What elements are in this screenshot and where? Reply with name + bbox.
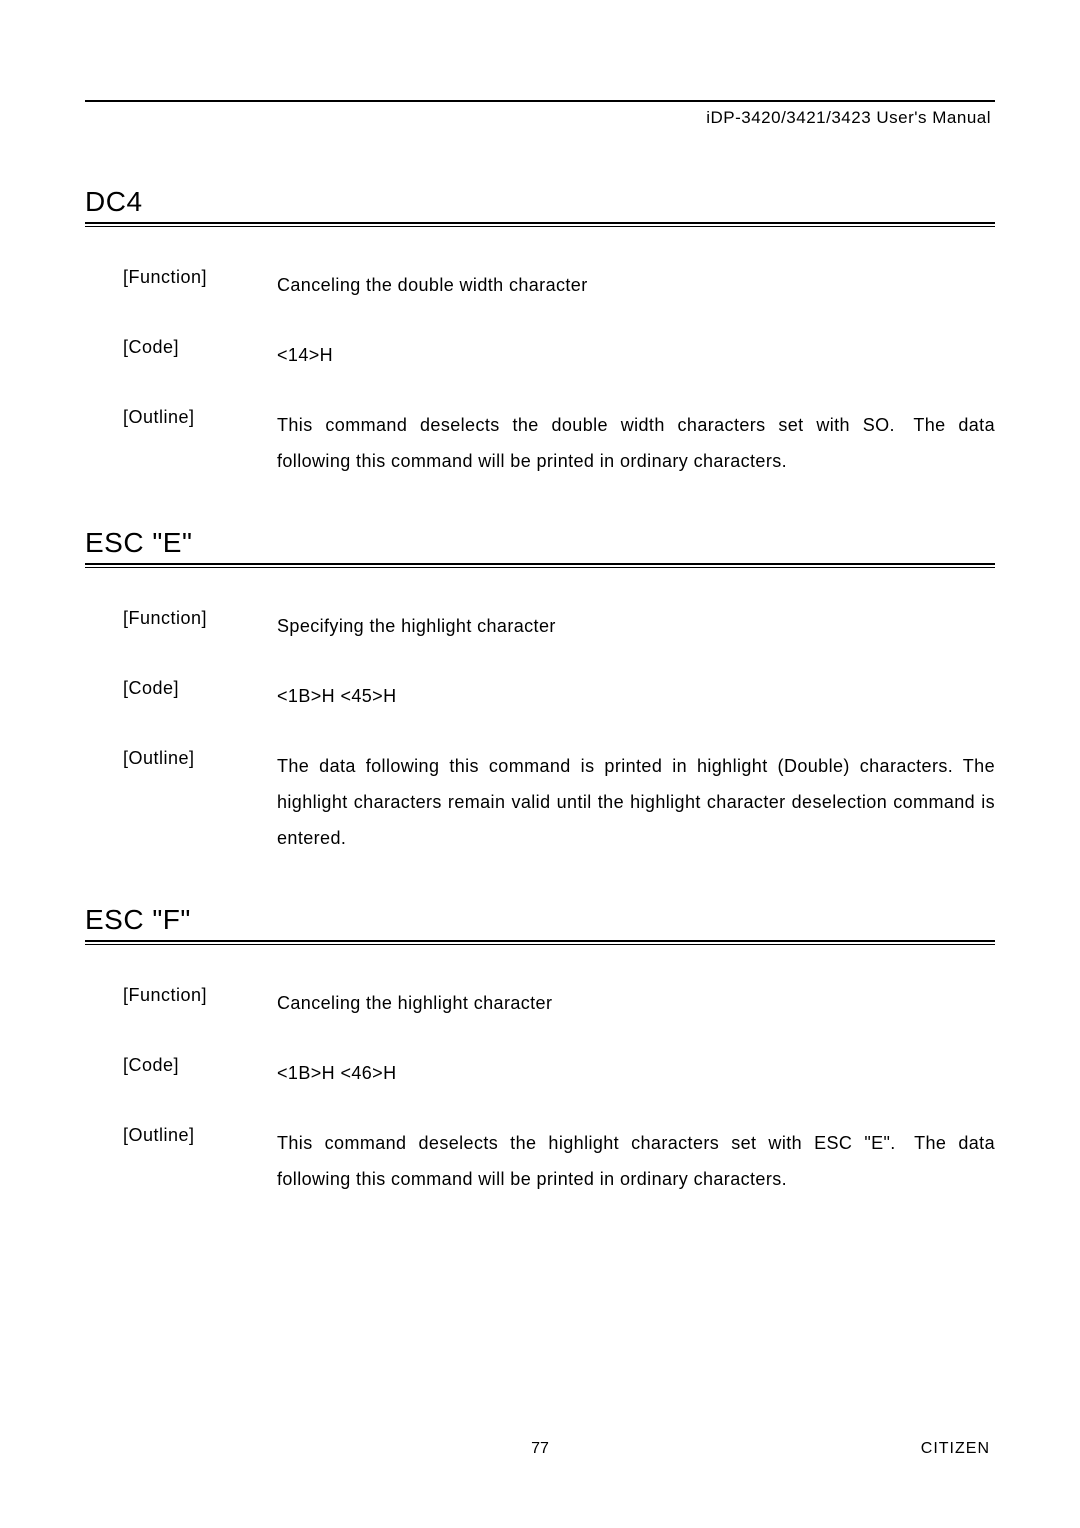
- label-code: [Code]: [123, 337, 277, 373]
- value-code: <1B>H <46>H: [277, 1055, 995, 1091]
- row-function: [Function] Canceling the highlight chara…: [85, 985, 995, 1021]
- value-outline: This command deselects the double width …: [277, 407, 995, 479]
- title-rule-thin: [85, 944, 995, 945]
- title-rule-thin: [85, 226, 995, 227]
- page-container: iDP-3420/3421/3423 User's Manual DC4 [Fu…: [0, 0, 1080, 1197]
- label-outline: [Outline]: [123, 1125, 277, 1197]
- row-function: [Function] Specifying the highlight char…: [85, 608, 995, 644]
- label-outline: [Outline]: [123, 748, 277, 856]
- label-function: [Function]: [123, 985, 277, 1021]
- brand-label: CITIZEN: [921, 1440, 990, 1458]
- header-text: iDP-3420/3421/3423 User's Manual: [85, 108, 995, 128]
- row-outline: [Outline] This command deselects the hig…: [85, 1125, 995, 1197]
- row-code: [Code] <1B>H <46>H: [85, 1055, 995, 1091]
- value-function: Canceling the double width character: [277, 267, 995, 303]
- page-number: 77: [531, 1440, 549, 1458]
- label-outline: [Outline]: [123, 407, 277, 479]
- value-code: <1B>H <45>H: [277, 678, 995, 714]
- section-title-esc-f: ESC "F": [85, 904, 995, 936]
- value-function: Specifying the highlight character: [277, 608, 995, 644]
- section-title-dc4: DC4: [85, 186, 995, 218]
- label-function: [Function]: [123, 608, 277, 644]
- label-function: [Function]: [123, 267, 277, 303]
- label-code: [Code]: [123, 678, 277, 714]
- row-outline: [Outline] The data following this comman…: [85, 748, 995, 856]
- value-outline: This command deselects the highlight cha…: [277, 1125, 995, 1197]
- label-code: [Code]: [123, 1055, 277, 1091]
- title-rule-thin: [85, 567, 995, 568]
- value-outline: The data following this command is print…: [277, 748, 995, 856]
- footer: 77 CITIZEN: [0, 1440, 1080, 1458]
- value-function: Canceling the highlight character: [277, 985, 995, 1021]
- section-title-esc-e: ESC "E": [85, 527, 995, 559]
- title-rule-thick: [85, 222, 995, 224]
- row-outline: [Outline] This command deselects the dou…: [85, 407, 995, 479]
- title-rule-thick: [85, 563, 995, 565]
- title-rule-thick: [85, 940, 995, 942]
- row-code: [Code] <1B>H <45>H: [85, 678, 995, 714]
- value-code: <14>H: [277, 337, 995, 373]
- row-code: [Code] <14>H: [85, 337, 995, 373]
- row-function: [Function] Canceling the double width ch…: [85, 267, 995, 303]
- header-rule: [85, 100, 995, 102]
